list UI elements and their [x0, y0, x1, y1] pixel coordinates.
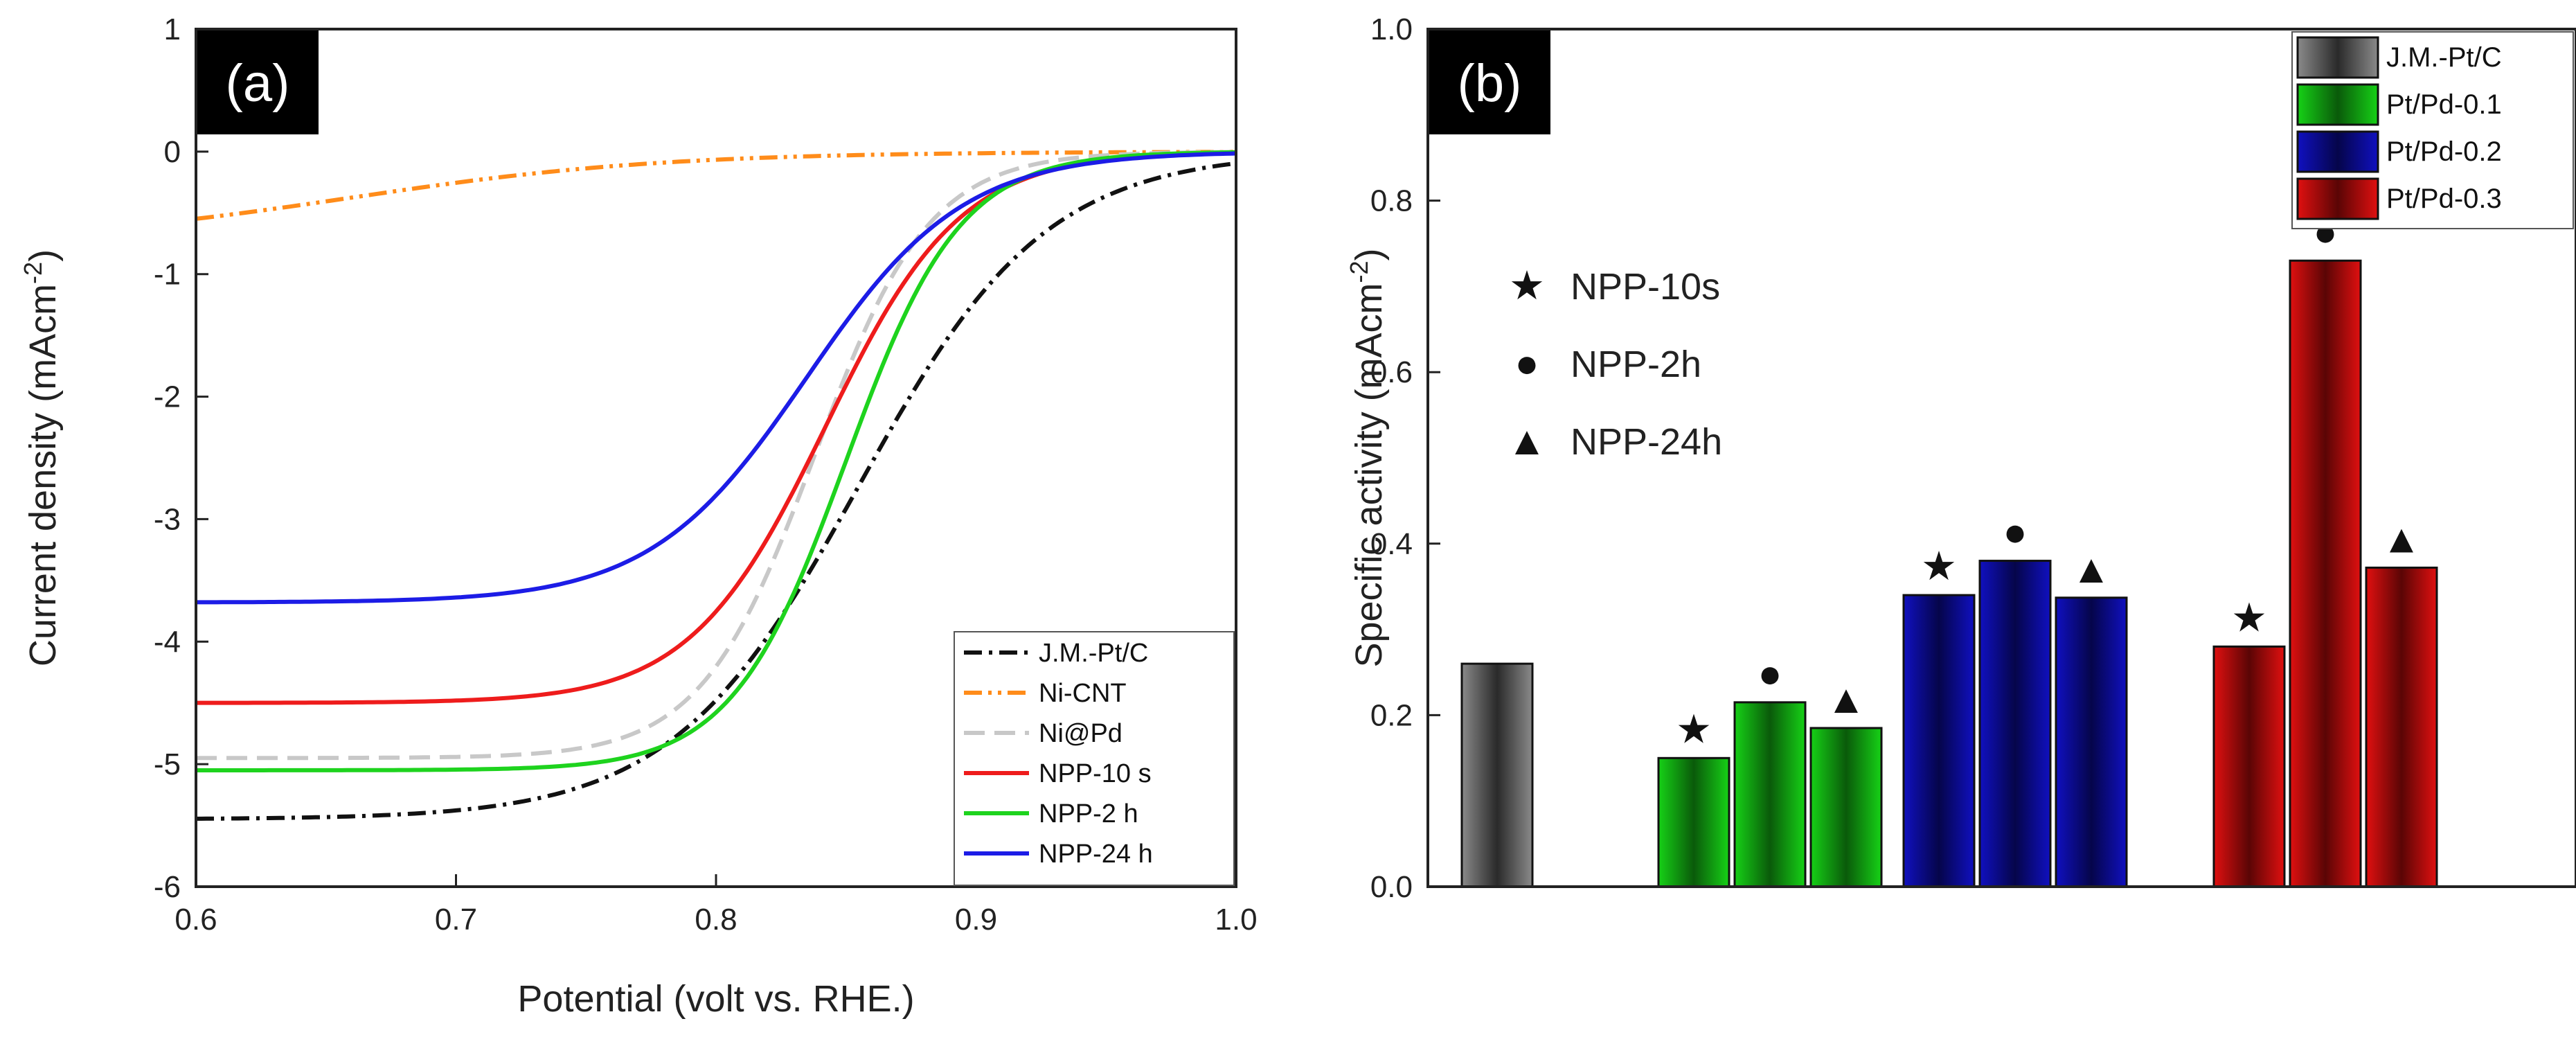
- marker-legend-label: NPP-10s: [1571, 266, 1720, 308]
- panel-b-ticks: 0.0 0.2 0.4 0.6 0.8 1.0: [1370, 12, 1440, 904]
- panel-a-tag: (a): [226, 54, 290, 113]
- panel-b-ytick-label: 0.6: [1370, 355, 1413, 389]
- panel-b: 0.0 0.2 0.4 0.6 0.8 1.0 ★ ● ▲ ★ ● ▲ ★ ● ▲ (b) Specifi…: [1345, 12, 2576, 904]
- panel-a-xtick-label: 0.6: [175, 903, 217, 937]
- marker-legend-symbol: ★: [1509, 263, 1545, 308]
- legend-swatch: [2296, 177, 2379, 220]
- legend-label: Ni-CNT: [1039, 679, 1127, 708]
- panel-a-ylabel-sup: -2: [19, 262, 47, 284]
- bar-pt-pd-0-2-2: [2055, 596, 2128, 888]
- bar-pt-pd-0-3-0: [2212, 645, 2286, 888]
- bar-j-m-pt-c-0: [1460, 662, 1534, 888]
- legend-label: Pt/Pd-0.3: [2386, 184, 2502, 214]
- panel-b-ytick-label: 0.2: [1370, 698, 1413, 732]
- legend-swatch: [2296, 130, 2379, 173]
- panel-a-series-lines: [196, 150, 1236, 821]
- bar-marker: ★: [2231, 595, 2267, 640]
- panel-b-ytick-label: 1.0: [1370, 12, 1413, 46]
- panel-b-tag-box: [1429, 30, 1550, 134]
- panel-a-ytick-label: 0: [164, 135, 181, 169]
- panel-a-ytick-label: -2: [154, 380, 181, 414]
- series-line-j-m-pt-c: [196, 161, 1236, 821]
- series-line-ni-pd: [196, 150, 1236, 761]
- legend-label: Ni@Pd: [1039, 719, 1122, 748]
- series-line-npp-10-s: [196, 150, 1236, 705]
- bar-pt-pd-0-3-2: [2365, 566, 2438, 888]
- panel-a-xtick-label: 0.8: [695, 903, 737, 937]
- panel-a-ytick-label: -1: [154, 258, 181, 292]
- panel-a-ytick-label: -6: [154, 870, 181, 904]
- panel-b-ytick-label: 0.4: [1370, 527, 1413, 561]
- bar-marker: ★: [1921, 544, 1957, 589]
- legend-swatch: [2296, 83, 2379, 126]
- bar-pt-pd-0-3-1: [2289, 259, 2362, 888]
- panel-b-tag: (b): [1458, 54, 1522, 113]
- bar-marker: ▲: [2071, 547, 2111, 592]
- panel-a-legend-entries: J.M.-Pt/C Ni-CNT Ni@Pd NPP-10 s NPP-2 h NPP-2…: [964, 639, 1153, 869]
- bar-pt-pd-0-1-2: [1809, 727, 1883, 888]
- panel-b-frame: [1426, 28, 2576, 888]
- panel-a: 0.6 0.7 0.8 0.9 1.0 1 0 -1 -2 -3 -4 -5 -6 (a) Potent…: [19, 12, 1258, 1020]
- bar-marker: ▲: [1826, 677, 1866, 722]
- panel-a-ytick-label: -3: [154, 502, 181, 536]
- panel-b-ytick-label: 0.0: [1370, 870, 1413, 904]
- panel-a-xtick-label: 1.0: [1215, 903, 1257, 937]
- panel-a-xtick-label: 0.7: [435, 903, 477, 937]
- bar-pt-pd-0-2-0: [1902, 594, 1976, 888]
- bar-pt-pd-0-1-0: [1657, 756, 1730, 888]
- panel-a-ylabel-close: ): [22, 249, 64, 262]
- panel-a-xlabel: Potential (volt vs. RHE.): [517, 978, 914, 1020]
- bar-marker: ★: [1676, 707, 1712, 752]
- bar-pt-pd-0-2-1: [1978, 560, 2052, 888]
- panel-b-ylabel-close: ): [1348, 248, 1390, 260]
- panel-b-legend-entries: J.M.-Pt/C Pt/Pd-0.1 Pt/Pd-0.2 Pt/Pd-0.3: [2296, 36, 2502, 220]
- panel-b-bars: ★ ● ▲ ★ ● ▲ ★ ● ▲: [1460, 209, 2438, 888]
- panel-a-ytick-label: 1: [164, 12, 181, 46]
- legend-label: Pt/Pd-0.1: [2386, 89, 2502, 120]
- bar-marker: ▲: [2381, 516, 2421, 561]
- series-line-npp-2-h: [196, 150, 1236, 772]
- panel-b-ylabel-main: Specific activity (mAcm: [1348, 283, 1390, 667]
- panel-b-ytick-label: 0.8: [1370, 184, 1413, 218]
- panel-a-ticks: 0.6 0.7 0.8 0.9 1.0 1 0 -1 -2 -3 -4 -5 -6: [154, 12, 1258, 937]
- panel-a-ylabel-main: Current density (mAcm: [22, 284, 64, 666]
- panel-b-legend: J.M.-Pt/C Pt/Pd-0.1 Pt/Pd-0.2 Pt/Pd-0.3: [2291, 31, 2574, 229]
- bar-pt-pd-0-1-1: [1733, 701, 1807, 888]
- marker-legend-label: NPP-2h: [1571, 344, 1701, 385]
- legend-label: J.M.-Pt/C: [2386, 42, 2502, 73]
- legend-label: NPP-2 h: [1039, 799, 1138, 828]
- series-line-ni-cnt: [196, 150, 1236, 221]
- marker-legend-symbol: ●: [1514, 341, 1539, 386]
- legend-label: NPP-10 s: [1039, 759, 1152, 788]
- panel-a-xtick-label: 0.9: [955, 903, 997, 937]
- panel-b-ylabel: Specific activity (mAcm-2): [1345, 248, 1390, 667]
- bar-marker: ●: [1757, 651, 1782, 696]
- marker-legend-label: NPP-24h: [1571, 421, 1722, 463]
- panel-b-marker-legend: ★ NPP-10s ● NPP-2h ▲ NPP-24h: [1507, 263, 1722, 463]
- panel-a-ytick-label: -4: [154, 625, 181, 659]
- panel-b-ylabel-sup: -2: [1345, 260, 1373, 283]
- marker-legend-symbol: ▲: [1507, 418, 1546, 463]
- bar-marker: ●: [2003, 510, 2027, 555]
- panel-a-frame: [195, 28, 1237, 888]
- panel-a-legend-box: [954, 631, 1235, 886]
- legend-label: J.M.-Pt/C: [1039, 639, 1148, 668]
- panel-a-tag-box: [197, 30, 319, 134]
- legend-swatch: [2296, 36, 2379, 79]
- panel-a-legend: J.M.-Pt/C Ni-CNT Ni@Pd NPP-10 s NPP-2 h NPP-2…: [954, 631, 1235, 886]
- panel-a-ytick-label: -5: [154, 747, 181, 781]
- panel-a-ylabel: Current density (mAcm-2): [19, 249, 64, 666]
- legend-label: Pt/Pd-0.2: [2386, 136, 2502, 167]
- legend-label: NPP-24 h: [1039, 840, 1153, 869]
- series-line-npp-24-h: [196, 151, 1236, 605]
